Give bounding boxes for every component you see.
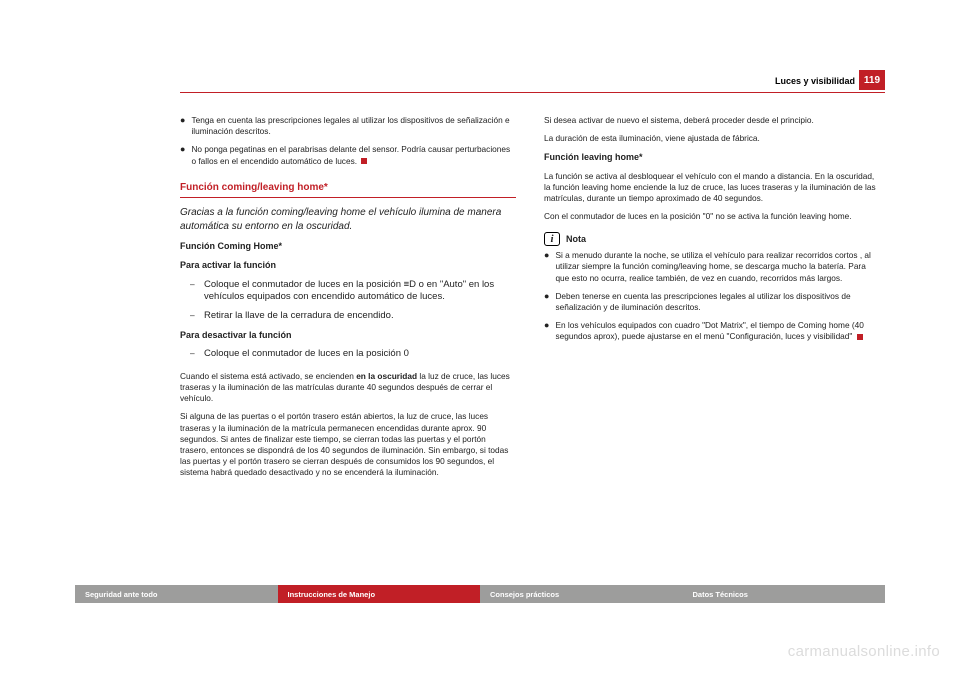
left-column: ● Tenga en cuenta las prescripciones leg… <box>180 115 516 573</box>
bullet-text-inner: No ponga pegatinas en el parabrisas dela… <box>191 144 510 165</box>
paragraph: Si alguna de las puertas o el portón tra… <box>180 411 516 478</box>
para-bold: en la oscuridad <box>356 371 417 381</box>
step-item: – Retirar la llave de la cerradura de en… <box>190 310 516 323</box>
subheading: Función leaving home* <box>544 151 880 163</box>
para-frag: Cuando el sistema está activado, se enci… <box>180 371 356 381</box>
nav-tab-datos[interactable]: Datos Técnicos <box>683 585 886 603</box>
nav-tab-consejos[interactable]: Consejos prácticos <box>480 585 683 603</box>
headlamp-icon: ≡D <box>404 279 416 290</box>
bullet-text: Tenga en cuenta las prescripciones legal… <box>191 115 516 137</box>
paragraph: La duración de esta iluminación, viene a… <box>544 133 880 144</box>
end-marker-icon <box>361 158 367 164</box>
subheading: Función Coming Home* <box>180 240 516 252</box>
bullet-text: Deben tenerse en cuenta las prescripcion… <box>555 291 880 313</box>
step-text: Retirar la llave de la cerradura de ence… <box>204 310 516 323</box>
bullet-text-inner: En los vehículos equipados con cuadro "D… <box>555 320 863 341</box>
section-lede: Gracias a la función coming/leaving home… <box>180 206 516 233</box>
note-heading: i Nota <box>544 232 880 246</box>
bullet-dot-icon: ● <box>544 250 549 284</box>
bullet-item: ● Deben tenerse en cuenta las prescripci… <box>544 291 880 313</box>
bullet-text: En los vehículos equipados con cuadro "D… <box>555 320 880 342</box>
subheading: Para activar la función <box>180 259 516 271</box>
bullet-item: ● Si a menudo durante la noche, se utili… <box>544 250 880 284</box>
step-text-a: Coloque el conmutador de luces en la pos… <box>204 279 404 290</box>
step-text: Coloque el conmutador de luces en la pos… <box>204 348 516 361</box>
paragraph: La función se activa al desbloquear el v… <box>544 171 880 205</box>
section-heading: Función coming/leaving home* <box>180 181 516 199</box>
nav-tab-instrucciones[interactable]: Instrucciones de Manejo <box>278 585 481 603</box>
header-rule <box>180 92 885 93</box>
bullet-dot-icon: ● <box>180 144 185 166</box>
subheading: Para desactivar la función <box>180 329 516 341</box>
info-icon: i <box>544 232 560 246</box>
dash-icon: – <box>190 348 198 361</box>
right-column: Si desea activar de nuevo el sistema, de… <box>544 115 880 573</box>
nav-tab-seguridad[interactable]: Seguridad ante todo <box>75 585 278 603</box>
bullet-text: Si a menudo durante la noche, se utiliza… <box>555 250 880 284</box>
page-number: 119 <box>859 70 885 90</box>
paragraph: Cuando el sistema está activado, se enci… <box>180 371 516 405</box>
paragraph: Con el conmutador de luces en la posició… <box>544 211 880 222</box>
bullet-dot-icon: ● <box>544 291 549 313</box>
bullet-item: ● No ponga pegatinas en el parabrisas de… <box>180 144 516 166</box>
end-marker-icon <box>857 334 863 340</box>
bullet-item: ● En los vehículos equipados con cuadro … <box>544 320 880 342</box>
dash-icon: – <box>190 279 198 305</box>
note-label: Nota <box>566 233 586 245</box>
watermark: carmanualsonline.info <box>788 643 940 660</box>
bullet-dot-icon: ● <box>180 115 185 137</box>
page: Luces y visibilidad 119 ● Tenga en cuent… <box>0 0 960 678</box>
step-text: Coloque el conmutador de luces en la pos… <box>204 279 516 305</box>
content-columns: ● Tenga en cuenta las prescripciones leg… <box>180 115 880 573</box>
paragraph: Si desea activar de nuevo el sistema, de… <box>544 115 880 126</box>
bottom-nav: Seguridad ante todo Instrucciones de Man… <box>75 585 885 603</box>
step-item: – Coloque el conmutador de luces en la p… <box>190 279 516 305</box>
bullet-text: No ponga pegatinas en el parabrisas dela… <box>191 144 516 166</box>
bullet-item: ● Tenga en cuenta las prescripciones leg… <box>180 115 516 137</box>
header-section-title: Luces y visibilidad <box>775 76 855 86</box>
step-item: – Coloque el conmutador de luces en la p… <box>190 348 516 361</box>
bullet-dot-icon: ● <box>544 320 549 342</box>
dash-icon: – <box>190 310 198 323</box>
